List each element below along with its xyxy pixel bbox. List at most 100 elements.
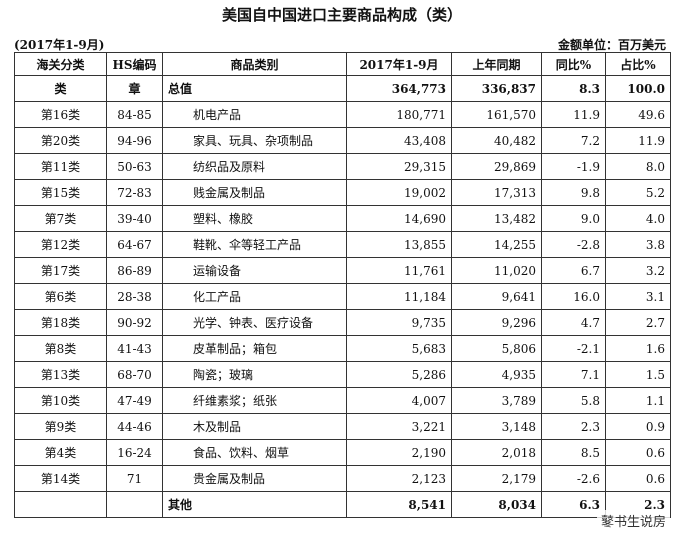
header-row: 海关分类 HS编码 商品类别 2017年1-9月 上年同期 同比% 占比% — [14, 52, 671, 76]
table-cell: 类 — [14, 75, 107, 102]
table-cell: 第4类 — [14, 439, 107, 466]
table-cell: 68-70 — [106, 361, 163, 388]
table-cell: 第13类 — [14, 361, 107, 388]
table-cell: 纺织品及原料 — [162, 153, 347, 180]
period: (2017年1-9月) — [14, 38, 105, 52]
table-cell: 39-40 — [106, 205, 163, 232]
table-cell: 1.6 — [605, 335, 671, 362]
column-header: HS编码 — [106, 52, 163, 76]
table-cell: 2.3 — [541, 413, 606, 440]
title: 美国自中国进口主要商品构成（类） — [221, 6, 462, 24]
table-cell: 0.6 — [605, 465, 671, 492]
table-row: 第17类 86-89 运输设备 11,761 11,020 6.7 3.2 — [14, 257, 671, 284]
table-cell: 3.1 — [605, 283, 671, 310]
table-row: 第6类 28-38 化工产品 11,184 9,641 16.0 3.1 — [14, 283, 671, 310]
table-cell: 336,837 — [451, 75, 542, 102]
table-row: 第15类 72-83 贱金属及制品 19,002 17,313 9.8 5.2 — [14, 179, 671, 206]
table-cell: 9,735 — [346, 309, 452, 336]
table-cell: 纤维素浆；纸张 — [162, 387, 347, 414]
table-cell: 1.1 — [605, 387, 671, 414]
table-cell: 19,002 — [346, 179, 452, 206]
table-cell: 2.7 — [605, 309, 671, 336]
table-cell: 9.0 — [541, 205, 606, 232]
table-row: 第14类 71 贵金属及制品 2,123 2,179 -2.6 0.6 — [14, 465, 671, 492]
table-row: 第7类 39-40 塑料、橡胶 14,690 13,482 9.0 4.0 — [14, 205, 671, 232]
table-cell: 运输设备 — [162, 257, 347, 284]
table-cell: 第20类 — [14, 127, 107, 154]
table-cell: 陶瓷；玻璃 — [162, 361, 347, 388]
table-row: 第10类 47-49 纤维素浆；纸张 4,007 3,789 5.8 1.1 — [14, 387, 671, 414]
column-header: 占比% — [605, 52, 671, 76]
table-cell: 161,570 — [451, 101, 542, 128]
table-cell: 第10类 — [14, 387, 107, 414]
table-cell: 43,408 — [346, 127, 452, 154]
table-cell: 11.9 — [605, 127, 671, 154]
table-cell: 29,315 — [346, 153, 452, 180]
column-header: 上年同期 — [451, 52, 542, 76]
table-cell: 0.9 — [605, 413, 671, 440]
table-cell: 17,313 — [451, 179, 542, 206]
table-cell: 皮革制品；箱包 — [162, 335, 347, 362]
table-cell: 4.0 — [605, 205, 671, 232]
table-cell: 第8类 — [14, 335, 107, 362]
table-cell: 6.7 — [541, 257, 606, 284]
table-cell: 2,123 — [346, 465, 452, 492]
table-cell: 2,179 — [451, 465, 542, 492]
table-cell: 3.2 — [605, 257, 671, 284]
table-cell: 光学、钟表、医疗设备 — [162, 309, 347, 336]
table-cell: 第7类 — [14, 205, 107, 232]
column-header: 2017年1-9月 — [346, 52, 452, 76]
table-cell: 11,020 — [451, 257, 542, 284]
table-row: 第11类 50-63 纺织品及原料 29,315 29,869 -1.9 8.0 — [14, 153, 671, 180]
column-header: 海关分类 — [14, 52, 107, 76]
table-row: 第9类 44-46 木及制品 3,221 3,148 2.3 0.9 — [14, 413, 671, 440]
table-cell: 2,018 — [451, 439, 542, 466]
table-cell: 94-96 — [106, 127, 163, 154]
table-cell: 8,034 — [451, 491, 542, 518]
table-cell: 第11类 — [14, 153, 107, 180]
table-cell: 40,482 — [451, 127, 542, 154]
table-cell: 41-43 — [106, 335, 163, 362]
table-cell: 49.6 — [605, 101, 671, 128]
table-cell: 第18类 — [14, 309, 107, 336]
table-cell: 47-49 — [106, 387, 163, 414]
table-cell: 5.2 — [605, 179, 671, 206]
table-cell: 贵金属及制品 — [162, 465, 347, 492]
table-cell: 9,296 — [451, 309, 542, 336]
table-cell: 塑料、橡胶 — [162, 205, 347, 232]
table-row: 第13类 68-70 陶瓷；玻璃 5,286 4,935 7.1 1.5 — [14, 361, 671, 388]
table-cell: -2.1 — [541, 335, 606, 362]
table-cell: 2,190 — [346, 439, 452, 466]
table-row: 第18类 90-92 光学、钟表、医疗设备 9,735 9,296 4.7 2.7 — [14, 309, 671, 336]
table-cell: 章 — [106, 75, 163, 102]
table-cell: 5.8 — [541, 387, 606, 414]
table-cell: 28-38 — [106, 283, 163, 310]
table-cell: 72-83 — [106, 179, 163, 206]
table-cell: 16.0 — [541, 283, 606, 310]
table-cell: 食品、饮料、烟草 — [162, 439, 347, 466]
table-cell: 11,184 — [346, 283, 452, 310]
table-cell: 0.6 — [605, 439, 671, 466]
table-cell: 鞋靴、伞等轻工产品 — [162, 231, 347, 258]
table-cell: 14,255 — [451, 231, 542, 258]
table-cell: 第6类 — [14, 283, 107, 310]
table-cell: 8.3 — [541, 75, 606, 102]
table-row: 第12类 64-67 鞋靴、伞等轻工产品 13,855 14,255 -2.8 3.8 — [14, 231, 671, 258]
table-cell: 11,761 — [346, 257, 452, 284]
table-cell — [106, 491, 163, 518]
table-cell: -2.6 — [541, 465, 606, 492]
table-cell: 第14类 — [14, 465, 107, 492]
unit: 金额单位：百万美元 — [557, 38, 666, 52]
table-cell: 机电产品 — [162, 101, 347, 128]
table-cell: 8.0 — [605, 153, 671, 180]
table-cell: 9.8 — [541, 179, 606, 206]
table-cell: 9,641 — [451, 283, 542, 310]
table-row: 其他 8,541 8,034 6.3 2.3 — [14, 491, 671, 518]
table-cell: 1.5 — [605, 361, 671, 388]
table-cell: 3,221 — [346, 413, 452, 440]
table-row: 第16类 84-85 机电产品 180,771 161,570 11.9 49.6 — [14, 101, 671, 128]
table-cell: 化工产品 — [162, 283, 347, 310]
table-cell: 6.3 — [541, 491, 606, 518]
table-cell: 3,789 — [451, 387, 542, 414]
